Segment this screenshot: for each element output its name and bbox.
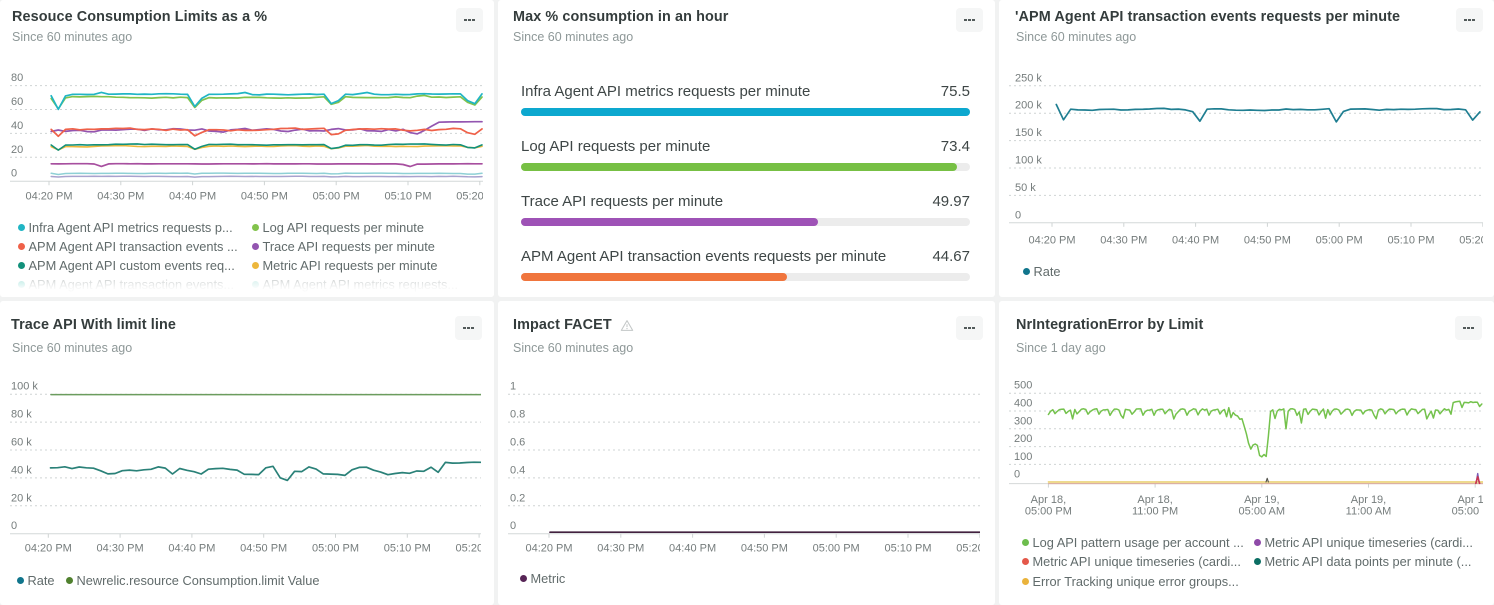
svg-text:20 k: 20 k bbox=[11, 492, 32, 504]
svg-text:Apr 19,: Apr 19, bbox=[1244, 494, 1279, 506]
svg-text:200: 200 bbox=[1014, 433, 1032, 445]
svg-text:80: 80 bbox=[11, 72, 23, 84]
svg-text:05:00 PM: 05:00 PM bbox=[813, 543, 860, 555]
svg-text:05:20 PM: 05:20 PM bbox=[1459, 235, 1483, 247]
svg-text:04:30 PM: 04:30 PM bbox=[97, 543, 144, 555]
svg-text:05:10 PM: 05:10 PM bbox=[884, 543, 931, 555]
svg-text:04:20 PM: 04:20 PM bbox=[25, 543, 72, 555]
svg-text:20: 20 bbox=[11, 144, 23, 156]
svg-text:Apr 18,: Apr 18, bbox=[1031, 494, 1066, 506]
svg-text:60: 60 bbox=[11, 96, 23, 108]
svg-text:0.2: 0.2 bbox=[510, 492, 525, 504]
svg-text:04:30 PM: 04:30 PM bbox=[1100, 235, 1147, 247]
svg-text:05:00 PM: 05:00 PM bbox=[1452, 506, 1483, 518]
svg-text:04:50 PM: 04:50 PM bbox=[240, 543, 287, 555]
svg-text:40 k: 40 k bbox=[11, 464, 32, 476]
svg-text:500: 500 bbox=[1014, 380, 1032, 392]
svg-text:04:20 PM: 04:20 PM bbox=[1028, 235, 1075, 247]
svg-text:0: 0 bbox=[11, 520, 17, 532]
svg-text:05:00 PM: 05:00 PM bbox=[313, 191, 360, 203]
svg-text:40: 40 bbox=[11, 120, 23, 132]
svg-text:0: 0 bbox=[11, 168, 17, 180]
svg-text:04:40 PM: 04:40 PM bbox=[169, 191, 216, 203]
svg-text:0.6: 0.6 bbox=[510, 437, 525, 449]
svg-text:0: 0 bbox=[510, 520, 516, 532]
svg-text:04:40 PM: 04:40 PM bbox=[168, 543, 215, 555]
svg-text:100 k: 100 k bbox=[1015, 155, 1042, 167]
svg-text:Apr 19,: Apr 19, bbox=[1457, 494, 1483, 506]
svg-text:250 k: 250 k bbox=[1015, 72, 1042, 84]
svg-text:150 k: 150 k bbox=[1015, 127, 1042, 139]
svg-text:05:00 PM: 05:00 PM bbox=[1025, 506, 1072, 518]
svg-text:05:00 AM: 05:00 AM bbox=[1239, 506, 1285, 518]
svg-text:11:00 AM: 11:00 AM bbox=[1346, 506, 1392, 518]
svg-text:05:10 PM: 05:10 PM bbox=[384, 191, 431, 203]
svg-text:80 k: 80 k bbox=[11, 409, 32, 421]
svg-text:04:50 PM: 04:50 PM bbox=[1244, 235, 1291, 247]
svg-text:1: 1 bbox=[510, 381, 516, 393]
svg-text:05:20 PM: 05:20 PM bbox=[956, 543, 980, 555]
svg-text:100: 100 bbox=[1014, 451, 1032, 463]
svg-text:05:10 PM: 05:10 PM bbox=[1387, 235, 1434, 247]
svg-text:400: 400 bbox=[1014, 398, 1032, 410]
svg-text:0.4: 0.4 bbox=[510, 464, 525, 476]
svg-text:05:00 PM: 05:00 PM bbox=[1316, 235, 1363, 247]
svg-text:05:20 PM: 05:20 PM bbox=[456, 543, 481, 555]
svg-text:04:40 PM: 04:40 PM bbox=[1172, 235, 1219, 247]
svg-text:04:30 PM: 04:30 PM bbox=[597, 543, 644, 555]
svg-text:0: 0 bbox=[1014, 469, 1020, 481]
svg-text:0.8: 0.8 bbox=[510, 409, 525, 421]
svg-text:05:00 PM: 05:00 PM bbox=[312, 543, 359, 555]
svg-text:04:20 PM: 04:20 PM bbox=[525, 543, 572, 555]
svg-text:50 k: 50 k bbox=[1015, 182, 1036, 194]
svg-text:200 k: 200 k bbox=[1015, 100, 1042, 112]
svg-text:04:30 PM: 04:30 PM bbox=[97, 191, 144, 203]
svg-text:04:20 PM: 04:20 PM bbox=[25, 191, 72, 203]
svg-text:0: 0 bbox=[1015, 209, 1021, 221]
svg-text:05:20 PM: 05:20 PM bbox=[456, 191, 483, 203]
svg-text:Apr 18,: Apr 18, bbox=[1137, 494, 1172, 506]
svg-text:100 k: 100 k bbox=[11, 381, 38, 393]
svg-text:60 k: 60 k bbox=[11, 437, 32, 449]
svg-text:11:00 PM: 11:00 PM bbox=[1132, 506, 1178, 518]
svg-text:05:10 PM: 05:10 PM bbox=[384, 543, 431, 555]
svg-text:04:50 PM: 04:50 PM bbox=[741, 543, 788, 555]
svg-text:Apr 19,: Apr 19, bbox=[1351, 494, 1386, 506]
svg-text:04:50 PM: 04:50 PM bbox=[241, 191, 288, 203]
svg-text:300: 300 bbox=[1014, 415, 1032, 427]
svg-text:04:40 PM: 04:40 PM bbox=[669, 543, 716, 555]
